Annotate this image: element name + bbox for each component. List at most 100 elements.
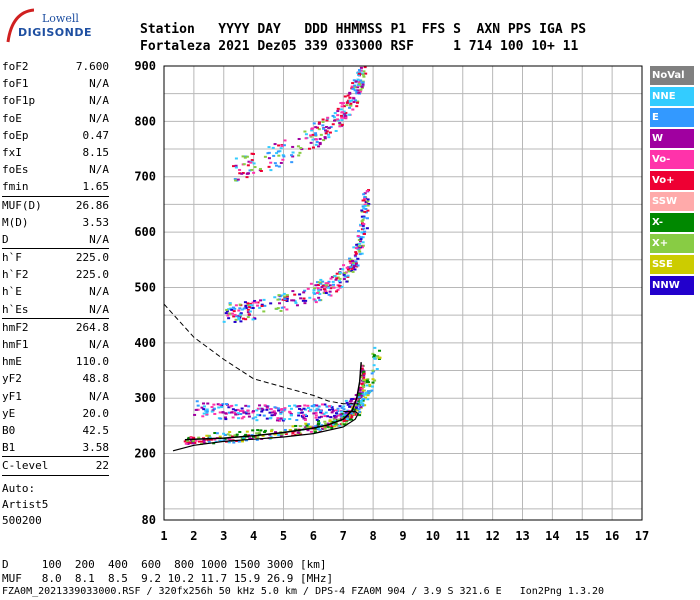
echo-point [247, 313, 251, 316]
echo-point [377, 357, 381, 360]
echo-point [187, 436, 191, 439]
echo-point [362, 372, 366, 375]
echo-point [314, 143, 318, 146]
echo-point [362, 398, 366, 401]
echo-point [250, 168, 254, 171]
param-label: yE [2, 406, 16, 420]
echo-point [321, 120, 325, 123]
echo-point [234, 404, 238, 407]
echo-point [221, 403, 225, 406]
auto-line: Artist5 [2, 497, 49, 511]
echo-point [244, 305, 248, 308]
echo-point [350, 415, 354, 418]
echo-point [366, 204, 370, 207]
echo-point [260, 410, 264, 413]
echo-point [244, 304, 248, 307]
echo-point [309, 135, 313, 138]
echo-point [220, 404, 224, 407]
echo-point [315, 291, 319, 294]
echo-point [355, 89, 359, 92]
echo-point [368, 383, 372, 386]
echo-point [228, 438, 232, 441]
echo-point [314, 126, 318, 129]
param-value: 48.8 [82, 372, 110, 386]
echo-point [361, 224, 365, 227]
echo-point [358, 387, 362, 390]
echo-point [315, 281, 319, 284]
echo-point [335, 290, 339, 293]
x-tick-label: 1 [160, 529, 167, 543]
echo-point [348, 113, 352, 116]
echo-point [366, 391, 370, 394]
echo-point [356, 247, 360, 250]
echo-point [223, 437, 227, 440]
echo-point [365, 227, 369, 230]
legend-item: SSW [650, 192, 694, 211]
echo-point [317, 289, 321, 292]
echo-point [267, 165, 271, 168]
echo-point [269, 302, 273, 305]
echo-point [359, 79, 363, 82]
echo-point [246, 316, 250, 319]
echo-point [291, 431, 295, 434]
param-value: 225.0 [75, 251, 109, 265]
echo-point [315, 404, 319, 407]
echo-point [242, 436, 246, 439]
echo-point [353, 404, 357, 407]
echo-point [305, 424, 309, 427]
param-label: C-level [2, 459, 49, 473]
param-label: foF2 [2, 60, 29, 73]
echo-point [238, 313, 242, 316]
echo-point [328, 425, 332, 428]
echo-point [283, 408, 287, 411]
echo-point [242, 415, 246, 418]
chart-curves [163, 303, 362, 452]
param-label: hmE [2, 355, 22, 369]
echo-point [322, 288, 326, 291]
echo-point [314, 416, 318, 419]
echo-point [265, 408, 269, 411]
echo-point [363, 230, 367, 233]
echo-point [325, 405, 329, 408]
echo-point [259, 429, 263, 432]
echo-point [229, 411, 233, 414]
echo-point [349, 412, 353, 415]
param-row: hmF2 264.8 [2, 319, 109, 336]
echo-point [356, 257, 360, 260]
echo-point [315, 418, 319, 421]
echo-point [313, 429, 317, 432]
echo-point [360, 386, 364, 389]
echo-point [339, 102, 343, 105]
echo-point [218, 403, 222, 406]
echo-point [258, 306, 262, 309]
echo-point [360, 365, 364, 368]
echo-point [255, 409, 259, 412]
echo-point [200, 440, 204, 443]
echo-point [211, 409, 215, 412]
echo-point [359, 88, 363, 91]
echo-point [352, 79, 356, 82]
echo-point [250, 434, 254, 437]
echo-point [293, 293, 297, 296]
param-label: foF1 [2, 77, 29, 91]
echo-point [332, 116, 336, 119]
lowell-digisonde-logo: Lowell DIGISONDE [4, 6, 124, 46]
echo-point [364, 396, 368, 399]
echo-point [353, 86, 357, 89]
echo-point [213, 438, 217, 441]
param-label: foEs [2, 163, 29, 177]
echo-point [353, 264, 357, 267]
echo-point [352, 263, 356, 266]
echo-point [340, 123, 344, 126]
echo-point [238, 307, 242, 310]
echo-point [371, 381, 375, 384]
echo-point [339, 413, 343, 416]
echo-point [331, 123, 335, 126]
echo-point [316, 283, 320, 286]
x-axis-ticks: 1 2 3 4 5 6 7 8 9 10 11 12 13 14 15 16 17 [160, 529, 649, 543]
echo-point [206, 402, 210, 405]
echo-point [246, 311, 250, 314]
echo-point [348, 99, 352, 102]
echo-point [371, 369, 375, 372]
echo-point [252, 171, 256, 174]
